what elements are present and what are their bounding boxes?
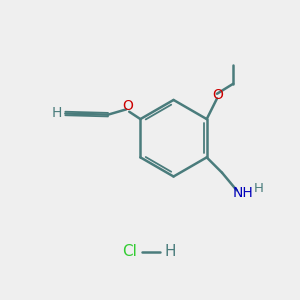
Text: O: O	[122, 99, 133, 113]
Text: NH: NH	[232, 186, 253, 200]
Text: H: H	[254, 182, 264, 195]
Text: O: O	[212, 88, 223, 102]
Text: H: H	[164, 244, 176, 259]
Text: Cl: Cl	[122, 244, 137, 259]
Text: H: H	[52, 106, 62, 120]
